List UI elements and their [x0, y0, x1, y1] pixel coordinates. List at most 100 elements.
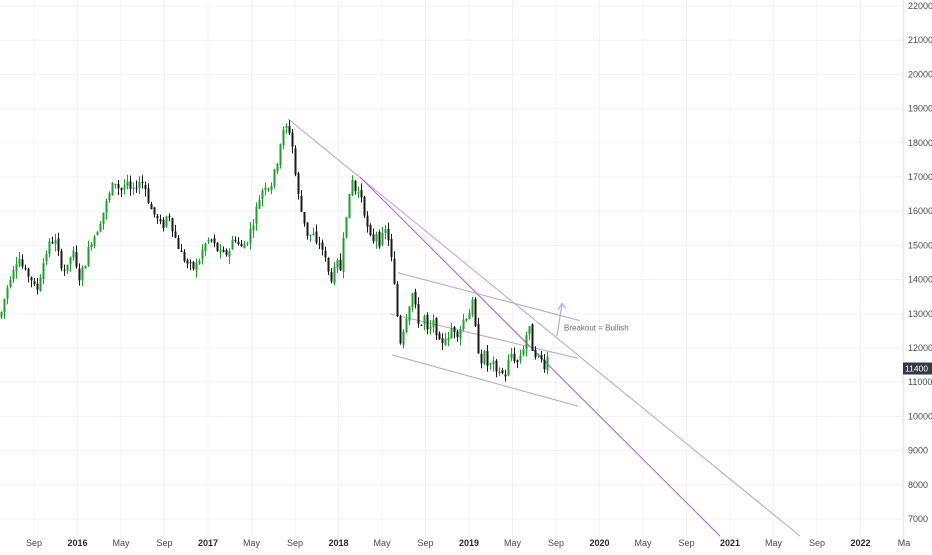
candle-body — [432, 319, 435, 328]
candle-body — [345, 217, 348, 238]
candle-body — [522, 349, 525, 356]
candle-body — [279, 144, 282, 166]
candle-body — [267, 188, 270, 190]
candle-body — [339, 259, 342, 271]
candle-body — [360, 189, 363, 198]
candle-body — [207, 239, 210, 242]
candle-body — [315, 231, 318, 243]
candle-body — [312, 233, 315, 235]
candle-body — [417, 304, 420, 324]
candle-body — [531, 324, 534, 351]
x-tick-label: 2017 — [198, 538, 218, 548]
candle-body — [63, 269, 66, 271]
candle-body — [288, 126, 291, 134]
x-tick-label: 2018 — [328, 538, 348, 548]
candle-body — [435, 317, 438, 336]
x-tick-label: Sep — [809, 538, 825, 548]
candle-body — [273, 169, 276, 186]
y-tick-label: 7000 — [908, 514, 928, 524]
candle-body — [255, 206, 258, 224]
candle-body — [225, 250, 228, 255]
candle-body — [258, 199, 261, 209]
candle-body — [102, 212, 105, 225]
candle-body — [123, 186, 126, 190]
candle-body — [84, 266, 87, 269]
candle-body — [444, 338, 447, 345]
candle-body — [426, 314, 429, 330]
time-axis[interactable]: Sep 2016 May Sep 2017 May Sep 2018 May Sep 2019 May… — [26, 538, 910, 548]
candle-body — [486, 351, 489, 366]
candle-body — [240, 243, 243, 247]
candle-body — [405, 319, 408, 332]
candle-body — [528, 326, 531, 335]
candle-body — [156, 215, 159, 219]
candle-body — [183, 251, 186, 262]
candle-body — [450, 328, 453, 339]
trendlines[interactable] — [287, 118, 801, 537]
candle-body — [408, 306, 411, 321]
candle-body — [45, 253, 48, 262]
candle-body — [210, 239, 213, 241]
price-axis[interactable]: 22000 21000 20000 19000 18000 17000 16000 15000… — [902, 0, 932, 550]
candle-body — [438, 333, 441, 340]
candle-body — [9, 279, 12, 287]
y-tick-label: 13000 — [908, 309, 932, 319]
candle-body — [402, 331, 405, 345]
candle-body — [150, 204, 153, 210]
y-tick-label: 10000 — [908, 411, 932, 421]
candle-body — [243, 244, 246, 249]
x-tick-label: May — [373, 538, 391, 548]
trendline — [287, 118, 801, 537]
candle-body — [69, 257, 72, 265]
candle-body — [189, 262, 192, 264]
candle-body — [495, 360, 498, 372]
candle-body — [138, 181, 141, 189]
candle-body — [27, 268, 30, 277]
candle-body — [93, 236, 96, 247]
y-tick-label: 17000 — [908, 172, 932, 182]
candle-body — [507, 359, 510, 376]
candle-body — [519, 355, 522, 361]
candle-body — [429, 326, 432, 329]
candle-body — [318, 243, 321, 245]
candle-body — [477, 323, 480, 354]
candle-body — [144, 185, 147, 189]
candle-body — [237, 241, 240, 245]
candle-body — [174, 231, 177, 238]
candle-body — [297, 173, 300, 195]
x-tick-label: Sep — [287, 538, 303, 548]
candle-body — [465, 318, 468, 321]
candle-body — [165, 216, 168, 227]
candle-body — [330, 272, 333, 282]
candle-body — [111, 182, 114, 196]
last-price-badge — [903, 362, 932, 375]
candle-body — [540, 355, 543, 359]
candle-body — [249, 229, 252, 243]
y-tick-label: 18000 — [908, 138, 932, 148]
candle-body — [453, 327, 456, 333]
candle-body — [57, 238, 60, 252]
candle-body — [159, 219, 162, 222]
candle-body — [357, 191, 360, 193]
candle-body — [396, 284, 399, 317]
candle-body — [351, 179, 354, 196]
candle-body — [387, 228, 390, 241]
candle-body — [75, 252, 78, 267]
candle-body — [333, 266, 336, 284]
x-tick-label: 2019 — [459, 538, 479, 548]
candle-body — [390, 239, 393, 257]
trendline — [389, 313, 579, 359]
y-tick-label: 21000 — [908, 35, 932, 45]
candle-body — [276, 163, 279, 172]
y-tick-label: 12000 — [908, 343, 932, 353]
trendline — [397, 272, 581, 322]
candle-body — [270, 186, 273, 191]
candle-body — [492, 361, 495, 365]
candle-body — [186, 260, 189, 264]
y-tick-label: 9000 — [908, 446, 928, 456]
y-tick-label: 22000 — [908, 1, 932, 11]
candle-body — [24, 267, 27, 270]
candle-body — [171, 218, 174, 232]
